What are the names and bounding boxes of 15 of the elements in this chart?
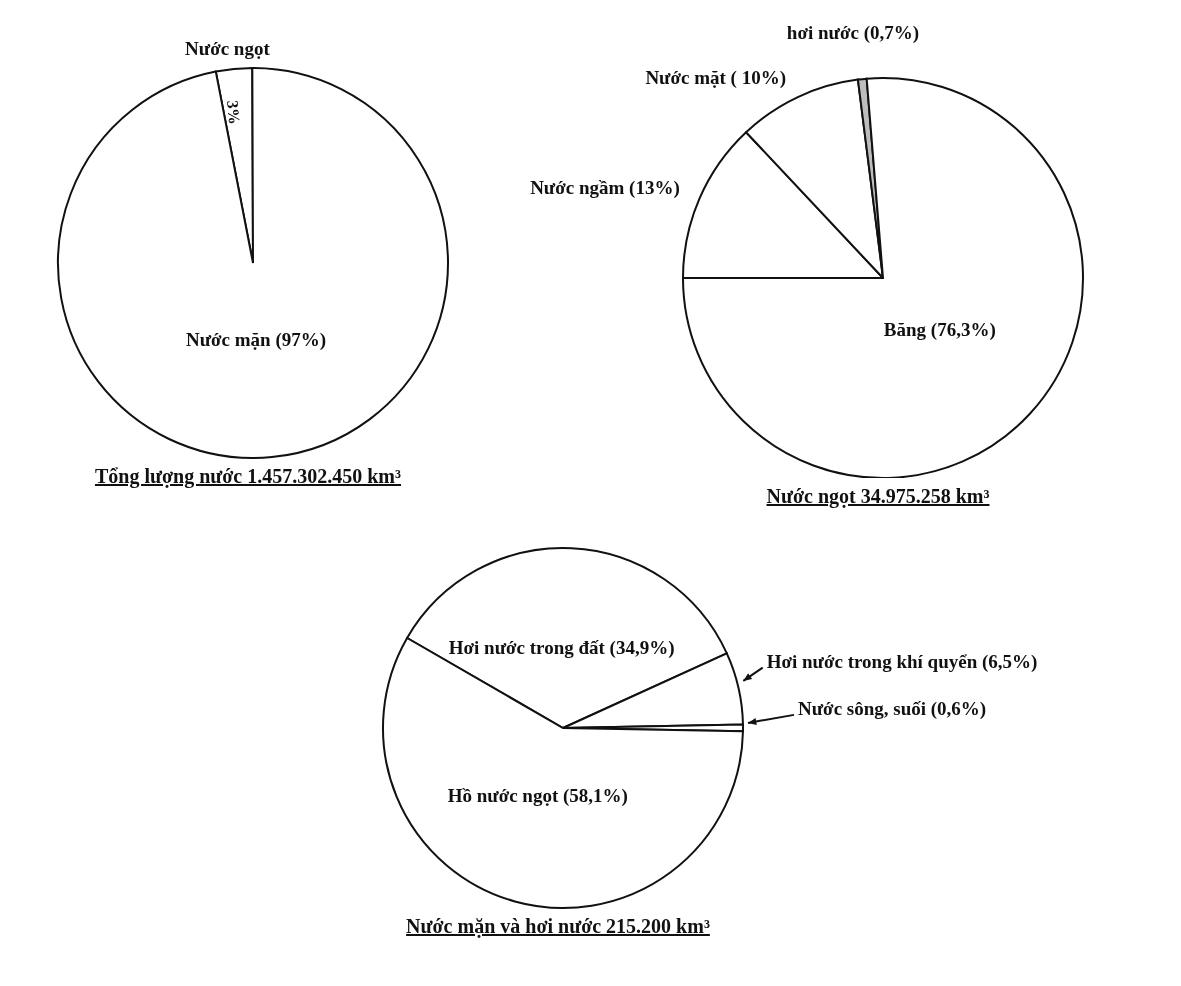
slice-label: Nước mặt ( 10%) <box>645 67 787 90</box>
slice-label: Nước ngầm (13%) <box>530 176 680 199</box>
slice-label: Hơi nước trong khí quyển (6,5%) <box>766 651 1038 674</box>
legend-label: Nước sông, suối (0,6%) <box>798 698 987 721</box>
slice-label: hơi nước (0,7%) <box>786 21 920 44</box>
slice-label: Hồ nước ngọt (58,1%) <box>447 785 628 808</box>
text: Nước ngọt 34.975.258 km³ <box>765 485 991 508</box>
slice-label: Nước ngọt <box>185 37 271 59</box>
pie-slice <box>57 67 449 459</box>
text: Nước mặn và hơi nước 215.200 km³ <box>405 915 711 938</box>
slice-label: Hơi nước trong đất (34,9%) <box>448 636 675 659</box>
text: Tổng lượng nước 1.457.302.450 km³ <box>93 465 403 488</box>
slice-label: Nước mặn (97%) <box>185 329 327 352</box>
data-label: 3% <box>224 99 244 126</box>
slice-label: Băng (76,3%) <box>883 319 996 342</box>
